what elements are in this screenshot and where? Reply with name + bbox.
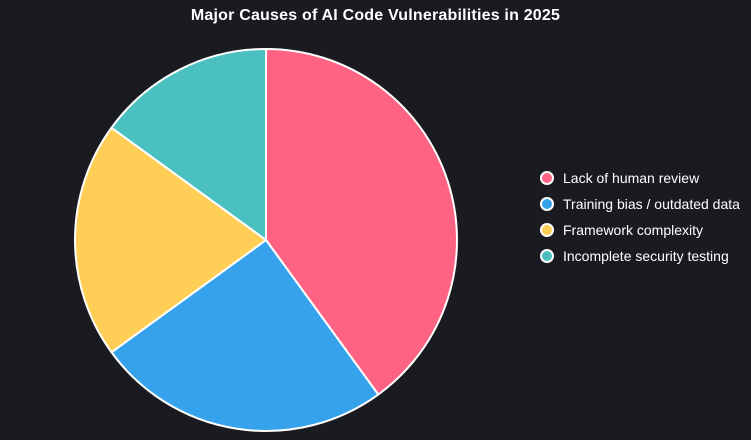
pie-slice-3[interactable] (74, 126, 267, 354)
legend-marker-icon (540, 171, 554, 185)
pie-chart (74, 48, 458, 432)
legend-label: Framework complexity (563, 222, 704, 238)
legend: Lack of human review Training bias / out… (540, 165, 740, 269)
legend-item-incomplete-security-testing[interactable]: Incomplete security testing (540, 243, 740, 269)
legend-label: Lack of human review (563, 170, 700, 186)
legend-marker-icon (540, 223, 554, 237)
legend-item-training-bias[interactable]: Training bias / outdated data (540, 191, 740, 217)
legend-marker-icon (540, 197, 554, 211)
legend-item-framework-complexity[interactable]: Framework complexity (540, 217, 740, 243)
legend-item-lack-of-human-review[interactable]: Lack of human review (540, 165, 740, 191)
pie-slice-4[interactable] (110, 48, 267, 241)
chart-title: Major Causes of AI Code Vulnerabilities … (190, 7, 561, 24)
legend-label: Training bias / outdated data (563, 196, 740, 212)
legend-marker-icon (540, 249, 554, 263)
legend-label: Incomplete security testing (563, 248, 729, 264)
pie-slice-2[interactable] (110, 239, 380, 432)
pie-slice-1[interactable] (265, 48, 458, 396)
